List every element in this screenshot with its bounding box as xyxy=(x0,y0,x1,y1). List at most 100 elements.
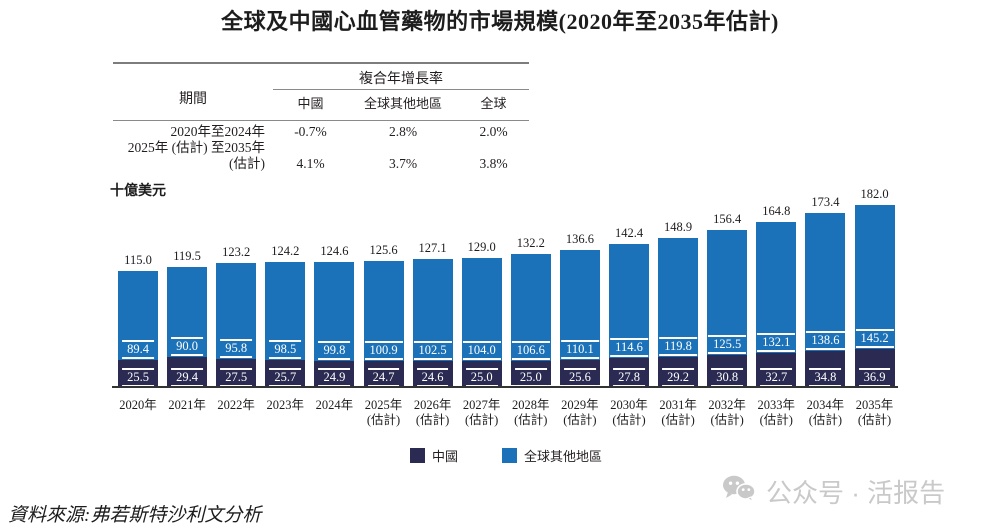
bar-segment-rest-of-world[interactable] xyxy=(756,221,797,354)
x-axis-tick-label: 2022年 xyxy=(204,398,268,413)
bar-value-label-china: 27.5 xyxy=(220,367,253,387)
x-axis-tick-estimate: (估計) xyxy=(366,413,401,427)
x-axis-tick-year: 2025年 xyxy=(364,398,403,412)
x-axis-tick-year: 2030年 xyxy=(610,398,648,412)
bar-group[interactable]: 123.2 95.8 27.5 xyxy=(216,245,257,387)
x-axis-tick-year: 2021年 xyxy=(168,398,206,412)
bar-value-label-rest-of-world: 98.5 xyxy=(269,340,302,360)
bar-group[interactable]: 132.2 106.6 25.0 xyxy=(510,236,551,387)
bar-total-label: 132.2 xyxy=(516,236,545,251)
bar-group[interactable]: 173.4 138.6 34.8 xyxy=(805,195,846,387)
x-axis-tick-estimate: (估計) xyxy=(710,413,744,427)
bar-value-label-rest-of-world: 132.1 xyxy=(757,333,796,353)
bar-value-label-china: 25.7 xyxy=(269,367,302,387)
bar-group[interactable]: 142.4 114.6 27.8 xyxy=(609,226,649,387)
table-cell-period: 2025年 (估計) 至2035年 (估計) xyxy=(127,140,265,171)
bar-value-label-rest-of-world: 138.6 xyxy=(806,331,845,351)
table-row: 2025年 (估計) 至2035年 (估計) 4.1% 3.7% 3.8% xyxy=(113,140,529,172)
bar-total-label: 115.0 xyxy=(124,253,152,268)
x-axis-tick-year: 2034年 xyxy=(806,398,845,412)
bar-total-label: 142.4 xyxy=(614,226,644,241)
bar-group[interactable]: 124.2 98.5 25.7 xyxy=(265,244,306,387)
bar-total-label: 127.1 xyxy=(418,241,447,256)
bar-group[interactable]: 164.8 132.1 32.7 xyxy=(756,204,797,387)
x-axis-tick-year: 2029年 xyxy=(561,398,599,412)
bar-total-label: 148.9 xyxy=(664,219,693,234)
bar-value-label-china: 24.7 xyxy=(367,367,400,387)
x-axis-tick-estimate: (估計) xyxy=(563,413,597,427)
bar-group[interactable]: 156.4 125.5 30.8 xyxy=(707,212,748,387)
x-axis-tick-label: 2027年 (估計) xyxy=(450,398,514,428)
legend-item-rest-of-world[interactable]: 全球其他地區 xyxy=(502,446,602,465)
table-body: 2020年至2024年 -0.7% 2.8% 2.0% 2025年 (估計) 至… xyxy=(113,124,529,172)
bar-group[interactable]: 119.5 90.0 29.4 xyxy=(167,249,208,387)
x-axis-tick-label: 2029年 (估計) xyxy=(548,398,612,428)
bar-group[interactable]: 136.6 110.1 25.6 xyxy=(559,232,600,387)
bar-segment-rest-of-world[interactable] xyxy=(805,213,846,352)
x-axis-tick-label: 2035年 (估計) xyxy=(843,398,907,428)
table-top-rule xyxy=(113,62,529,64)
bar-segment-rest-of-world[interactable] xyxy=(854,204,895,350)
bar-value-label-rest-of-world: 119.8 xyxy=(659,337,697,356)
bar-total-label: 156.4 xyxy=(713,212,742,227)
bar-segment-rest-of-world[interactable] xyxy=(707,230,748,356)
x-axis-tick-year: 2035年 xyxy=(855,398,894,412)
bar-value-label-rest-of-world: 106.6 xyxy=(511,340,550,360)
bar-value-label-china: 29.4 xyxy=(171,367,204,387)
source-note: 資料來源:弗若斯特沙利文分析 xyxy=(8,505,262,526)
x-axis-tick-year: 2031年 xyxy=(659,398,697,412)
bar-value-label-china: 25.5 xyxy=(122,367,154,387)
bar-group[interactable]: 124.6 99.8 24.9 xyxy=(314,244,355,387)
x-axis-tick-year: 2028年 xyxy=(512,398,550,412)
x-axis-tick-label: 2034年 (估計) xyxy=(793,398,857,428)
chart-legend: 中國 全球其他地區 xyxy=(410,446,602,465)
table-subheader-china: 中國 xyxy=(297,96,324,111)
x-axis-tick-year: 2033年 xyxy=(757,398,796,412)
bar-value-label-rest-of-world: 99.8 xyxy=(318,341,351,361)
bar-value-label-rest-of-world: 125.5 xyxy=(708,335,747,355)
legend-label-rest-of-world: 全球其他地區 xyxy=(524,449,603,464)
bar-total-label: 124.6 xyxy=(320,243,349,258)
table-row: 2020年至2024年 -0.7% 2.8% 2.0% xyxy=(113,124,529,140)
watermark-text: 公众号 · 活报告 xyxy=(766,478,946,508)
x-axis-tick-year: 2027年 xyxy=(462,398,501,412)
x-axis-tick-estimate: (估計) xyxy=(661,413,695,427)
x-axis-tick-year: 2022年 xyxy=(217,398,255,412)
bar-value-label-china: 24.6 xyxy=(416,367,449,387)
table-cell-period: 2020年至2024年 xyxy=(170,124,266,139)
x-axis-tick-label: 2026年 (估計) xyxy=(401,398,465,428)
bar-group[interactable]: 125.6 100.9 24.7 xyxy=(363,243,404,387)
bar-value-label-rest-of-world: 95.8 xyxy=(220,338,253,358)
x-axis-tick-label: 2028年 (估計) xyxy=(499,398,563,428)
bar-value-label-rest-of-world: 89.4 xyxy=(122,340,154,360)
bar-value-label-china: 27.8 xyxy=(613,367,645,387)
bar-group[interactable]: 127.1 102.5 24.6 xyxy=(412,241,453,387)
bar-group[interactable]: 182.0 145.2 36.9 xyxy=(854,187,895,387)
table-cell-rest-of-world: 3.7% xyxy=(388,156,418,171)
legend-item-china[interactable]: 中國 xyxy=(410,446,458,465)
x-axis-tick-label: 2033年 (估計) xyxy=(744,398,808,428)
bar-total-label: 136.6 xyxy=(565,231,594,246)
table-body-rule xyxy=(113,120,529,121)
bar-total-label: 173.4 xyxy=(811,195,840,210)
bar-total-label: 125.6 xyxy=(369,242,398,257)
bar-group[interactable]: 115.0 89.4 25.5 xyxy=(118,253,158,387)
x-axis-baseline xyxy=(112,386,898,388)
x-axis-tick-label: 2024年 xyxy=(302,398,366,413)
bar-value-label-china: 24.9 xyxy=(318,367,351,387)
bar-group[interactable]: 129.0 104.0 25.0 xyxy=(461,240,502,387)
bar-value-label-china: 29.2 xyxy=(662,367,695,387)
bar-total-label: 129.0 xyxy=(467,239,496,254)
table-subheader-row: 中國 全球其他地區 全球 xyxy=(113,93,529,112)
table-group-rule xyxy=(273,89,529,90)
bar-value-label-rest-of-world: 110.1 xyxy=(561,339,599,359)
legend-swatch-china xyxy=(410,448,425,463)
bar-group[interactable]: 148.9 119.8 29.2 xyxy=(658,220,699,387)
wechat-icon xyxy=(722,474,756,509)
x-axis-tick-estimate: (估計) xyxy=(415,413,450,427)
page-title: 全球及中國心血管藥物的市場規模(2020年至2035年估計) xyxy=(221,9,779,34)
bar-value-label-rest-of-world: 100.9 xyxy=(364,341,403,361)
bar-total-label: 164.8 xyxy=(762,203,791,218)
bar-value-label-china: 34.8 xyxy=(809,367,842,387)
